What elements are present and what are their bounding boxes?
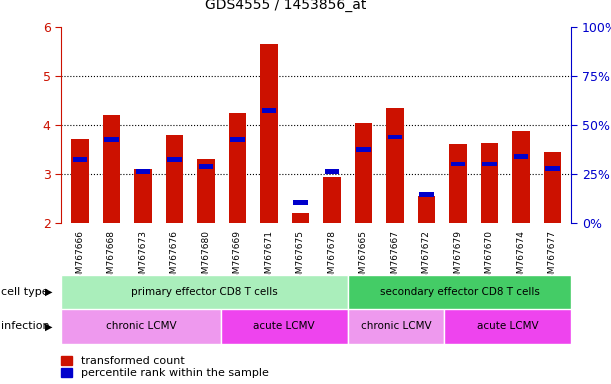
Bar (419, 192, 434, 197)
Text: GSM767679: GSM767679 (453, 230, 463, 285)
Text: GSM767673: GSM767673 (139, 230, 147, 285)
Bar (513, 154, 529, 159)
Text: GSM767672: GSM767672 (422, 230, 431, 285)
Bar (103, 115, 120, 223)
Bar (230, 137, 245, 142)
Text: GSM767676: GSM767676 (170, 230, 179, 285)
Legend: transformed count, percentile rank within the sample: transformed count, percentile rank withi… (60, 356, 268, 379)
Bar (71, 139, 89, 223)
Bar (292, 213, 309, 223)
Text: GSM767668: GSM767668 (107, 230, 116, 285)
Text: ▶: ▶ (45, 287, 52, 297)
Bar (324, 169, 339, 174)
Bar (386, 108, 404, 223)
Text: GSM767671: GSM767671 (265, 230, 274, 285)
Text: GSM767666: GSM767666 (76, 230, 84, 285)
Bar (544, 152, 561, 223)
Bar (167, 157, 182, 162)
Bar (323, 177, 340, 223)
Text: secondary effector CD8 T cells: secondary effector CD8 T cells (380, 287, 540, 297)
Bar (293, 200, 308, 205)
Bar (229, 113, 246, 223)
Text: infection: infection (1, 321, 50, 331)
Bar (221, 309, 348, 344)
Bar (61, 275, 348, 309)
Text: GSM767665: GSM767665 (359, 230, 368, 285)
Bar (356, 147, 371, 152)
Bar (481, 143, 498, 223)
Text: chronic LCMV: chronic LCMV (360, 321, 431, 331)
Bar (260, 44, 277, 223)
Bar (482, 162, 497, 166)
Bar (166, 135, 183, 223)
Text: cell type: cell type (1, 287, 49, 297)
Bar (449, 144, 467, 223)
Bar (262, 108, 276, 113)
Text: GSM767667: GSM767667 (390, 230, 400, 285)
Text: GDS4555 / 1453856_at: GDS4555 / 1453856_at (205, 0, 367, 12)
Text: primary effector CD8 T cells: primary effector CD8 T cells (131, 287, 278, 297)
Text: GSM767675: GSM767675 (296, 230, 305, 285)
Bar (348, 275, 571, 309)
Bar (199, 164, 213, 169)
Bar (134, 169, 152, 223)
Bar (61, 309, 221, 344)
Bar (104, 137, 119, 142)
Text: GSM767677: GSM767677 (548, 230, 557, 285)
Text: acute LCMV: acute LCMV (477, 321, 538, 331)
Bar (348, 309, 444, 344)
Bar (450, 162, 465, 166)
Bar (73, 157, 87, 162)
Text: GSM767674: GSM767674 (516, 230, 525, 285)
Bar (136, 169, 150, 174)
Bar (387, 135, 402, 139)
Bar (355, 123, 372, 223)
Text: GSM767669: GSM767669 (233, 230, 242, 285)
Text: GSM767680: GSM767680 (202, 230, 210, 285)
Text: GSM767678: GSM767678 (327, 230, 337, 285)
Bar (197, 159, 214, 223)
Bar (444, 309, 571, 344)
Text: chronic LCMV: chronic LCMV (106, 321, 176, 331)
Bar (545, 166, 560, 171)
Text: ▶: ▶ (45, 321, 52, 331)
Text: GSM767670: GSM767670 (485, 230, 494, 285)
Text: acute LCMV: acute LCMV (254, 321, 315, 331)
Bar (418, 196, 435, 223)
Bar (512, 131, 530, 223)
